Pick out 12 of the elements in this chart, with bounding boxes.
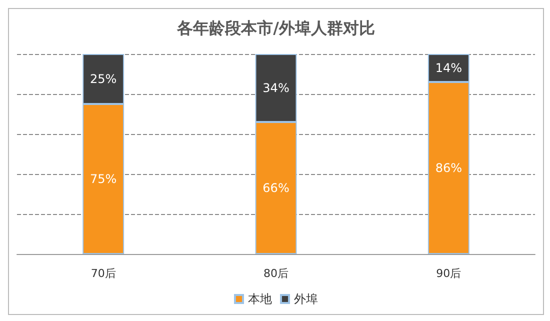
data-label: 86% bbox=[435, 161, 462, 175]
x-tick-label: 70后 bbox=[90, 267, 116, 280]
data-label: 75% bbox=[90, 172, 117, 186]
chart-title: 各年龄段本市/外埠人群对比 bbox=[176, 18, 375, 38]
data-label: 66% bbox=[262, 181, 290, 195]
legend-label: 本地 bbox=[248, 292, 272, 306]
data-label: 14% bbox=[435, 61, 462, 75]
data-label: 25% bbox=[90, 72, 117, 86]
x-tick-label: 90后 bbox=[436, 267, 462, 280]
x-tick-label: 80后 bbox=[264, 267, 288, 280]
data-label: 34% bbox=[262, 81, 290, 95]
legend-label: 外埠 bbox=[294, 292, 318, 306]
